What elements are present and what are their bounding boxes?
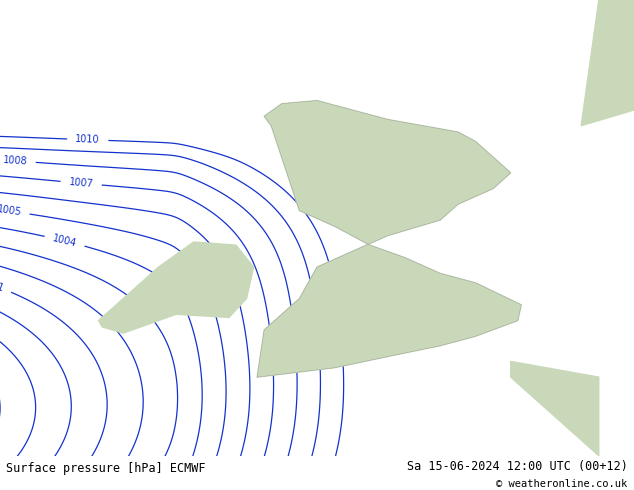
- Text: 1005: 1005: [0, 204, 22, 218]
- Text: 1010: 1010: [75, 134, 100, 145]
- Text: 1008: 1008: [3, 155, 28, 167]
- Polygon shape: [257, 100, 521, 377]
- Text: 1007: 1007: [68, 177, 94, 189]
- Text: Sa 15-06-2024 12:00 UTC (00+12): Sa 15-06-2024 12:00 UTC (00+12): [407, 460, 628, 473]
- Text: 1004: 1004: [51, 233, 78, 249]
- Text: Surface pressure [hPa] ECMWF: Surface pressure [hPa] ECMWF: [6, 462, 206, 475]
- Polygon shape: [99, 242, 254, 333]
- Text: © weatheronline.co.uk: © weatheronline.co.uk: [496, 479, 628, 489]
- Polygon shape: [511, 362, 598, 456]
- Text: 1001: 1001: [0, 276, 5, 294]
- Polygon shape: [581, 0, 634, 126]
